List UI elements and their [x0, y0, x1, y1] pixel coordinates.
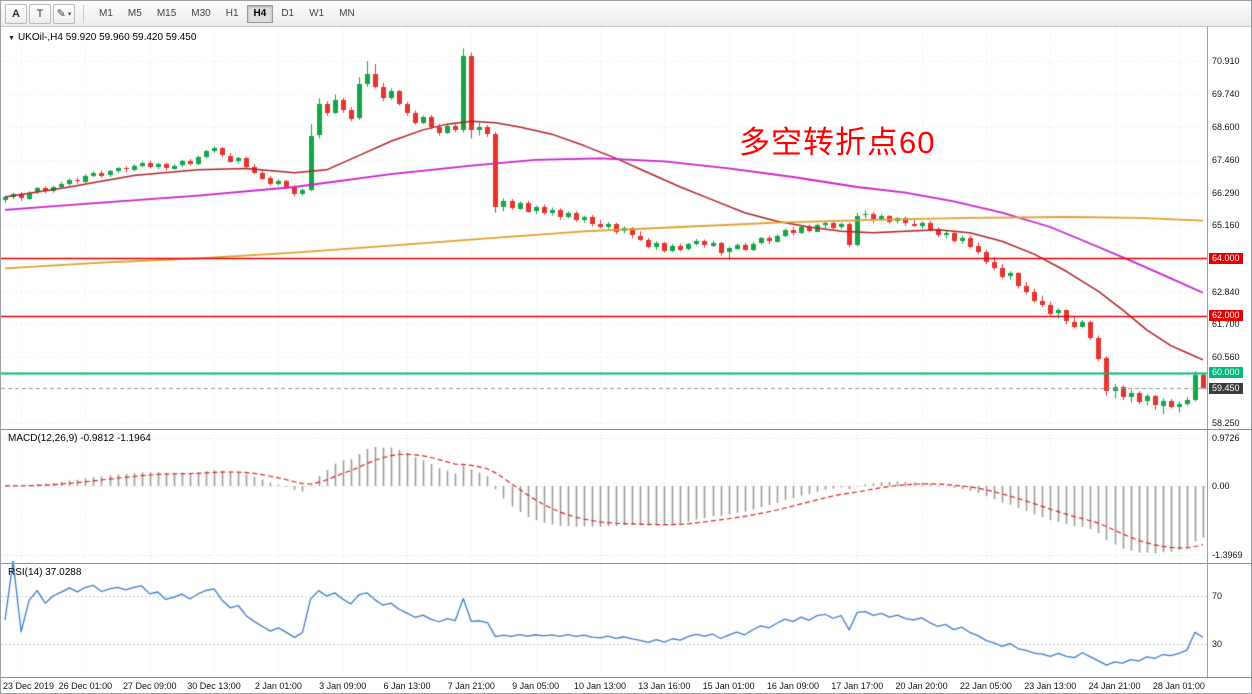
- time-axis-label: 6 Jan 13:00: [383, 681, 431, 691]
- text-tool-button[interactable]: T: [29, 3, 51, 24]
- time-axis[interactable]: 23 Dec 2019 26 Dec 01:00 27 Dec 09:00 30 De…: [1, 678, 1207, 693]
- price-line-label: 60.000: [1209, 367, 1243, 379]
- macd-label-name: MACD(12,26,9): [8, 433, 78, 444]
- time-axis-label: 7 Jan 21:00: [447, 681, 495, 691]
- time-axis-label: 27 Dec 09:00: [122, 681, 177, 691]
- price-axis-label: 65.160: [1212, 220, 1240, 231]
- price-axis-label: 67.460: [1212, 154, 1240, 165]
- price-axis-label: 60.560: [1212, 351, 1240, 362]
- panel-separator-rsi[interactable]: [1, 563, 1251, 564]
- macd-label-values: -0.9812 -1.1964: [80, 433, 151, 444]
- chart-dropdown-icon: ▼: [8, 35, 15, 42]
- toolbar: A T ✎ ▾ M1 M5 M15 M30 H1 H4 D1 W1 MN: [1, 1, 1251, 27]
- rsi-axis-label: 30: [1212, 638, 1223, 649]
- price-axis-label: 58.250: [1212, 417, 1240, 428]
- timeframe-button-m1[interactable]: M1: [92, 5, 120, 23]
- time-axis-label: 16 Jan 09:00: [766, 681, 819, 691]
- timeframe-button-h1[interactable]: H1: [219, 5, 246, 23]
- time-axis-label: 22 Jan 05:00: [959, 681, 1012, 691]
- price-axis-label: 62.840: [1212, 286, 1240, 297]
- price-axis-label: 70.910: [1212, 56, 1240, 66]
- chart-plot-area[interactable]: [1, 27, 1207, 677]
- rsi-label-name: RSI(14): [8, 567, 43, 578]
- time-axis-label: 26 Dec 01:00: [58, 681, 113, 691]
- chart-symbol: UKOil-,H4: [17, 32, 63, 43]
- time-axis-label: 13 Jan 16:00: [638, 681, 691, 691]
- macd-axis-label: -1.3969: [1212, 549, 1243, 560]
- pencil-icon: ✎: [56, 8, 66, 20]
- timeframe-button-m15[interactable]: M15: [150, 5, 183, 23]
- timeframe-button-m30[interactable]: M30: [184, 5, 217, 23]
- price-axis-label: 66.290: [1212, 188, 1240, 198]
- timeframe-group: M1 M5 M15 M30 H1 H4 D1 W1 MN: [92, 4, 362, 23]
- macd-indicator-label: MACD(12,26,9) -0.9812 -1.1964: [8, 433, 151, 444]
- macd-axis-label: 0.00: [1212, 480, 1230, 491]
- price-axis-label: 61.700: [1212, 319, 1240, 330]
- panel-separator-timeaxis: [1, 677, 1251, 678]
- time-axis-label: 17 Jan 17:00: [831, 681, 884, 691]
- time-axis-label: 30 Dec 13:00: [187, 681, 241, 691]
- arrow-tool-button[interactable]: A: [5, 3, 27, 24]
- rsi-label-value: 37.0288: [45, 567, 82, 578]
- timeframe-button-m5[interactable]: M5: [121, 5, 149, 23]
- timeframe-button-mn[interactable]: MN: [332, 5, 362, 23]
- time-axis-label: 20 Jan 20:00: [895, 681, 948, 691]
- toolbar-separator: [83, 4, 84, 23]
- price-line-label: 62.000: [1209, 310, 1243, 322]
- time-axis-label: 24 Jan 21:00: [1088, 681, 1141, 691]
- chevron-down-icon: ▾: [67, 10, 72, 18]
- price-axis-label: 68.600: [1212, 122, 1240, 132]
- rsi-indicator-label: RSI(14) 37.0288: [8, 567, 81, 578]
- price-axis-label: 69.740: [1212, 89, 1240, 100]
- time-axis-label: 23 Dec 2019: [3, 681, 55, 691]
- macd-axis-label: 0.9726: [1212, 432, 1240, 443]
- draw-tool-dropdown-button[interactable]: ✎ ▾: [53, 3, 75, 24]
- time-axis-label: 2 Jan 01:00: [254, 681, 302, 691]
- time-axis-label: 28 Jan 01:00: [1152, 681, 1205, 691]
- annotation-text: 多空转折点60: [739, 125, 936, 160]
- price-line-label: 64.000: [1209, 252, 1243, 264]
- timeframe-button-h4[interactable]: H4: [246, 4, 274, 23]
- timeframe-button-w1[interactable]: W1: [302, 5, 331, 23]
- panel-separator-macd[interactable]: [1, 429, 1251, 430]
- price-axis[interactable]: 70.910 69.740 68.600 67.460 66.290 65.160 62.8…: [1207, 27, 1251, 677]
- chart-ohlc-values: 59.920 59.960 59.420 59.450: [65, 32, 197, 43]
- time-axis-label: 23 Jan 13:00: [1024, 681, 1077, 691]
- time-axis-label: 10 Jan 13:00: [573, 681, 626, 691]
- current-price-label: 59.450: [1209, 382, 1243, 394]
- chart-title: ▼ UKOil-,H4 59.920 59.960 59.420 59.450: [8, 32, 196, 43]
- time-axis-label: 3 Jan 09:00: [319, 681, 367, 691]
- time-axis-label: 15 Jan 01:00: [702, 681, 755, 691]
- rsi-axis-label: 70: [1212, 591, 1223, 602]
- timeframe-button-d1[interactable]: D1: [274, 5, 301, 23]
- time-axis-label: 9 Jan 05:00: [512, 681, 560, 691]
